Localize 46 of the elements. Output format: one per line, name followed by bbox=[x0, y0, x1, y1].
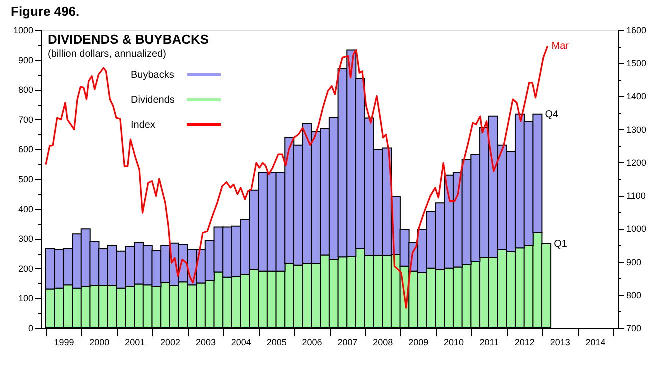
x-tick-label: 2006 bbox=[302, 338, 322, 348]
y-tick-label: 900 bbox=[18, 55, 34, 66]
y-tick-label: 700 bbox=[18, 114, 34, 125]
y-tick-label: 100 bbox=[18, 294, 34, 304]
x-tick-label: 2010 bbox=[444, 338, 464, 348]
x-tick-label: 2012 bbox=[514, 338, 535, 348]
series-label: Index bbox=[131, 120, 156, 131]
y2-tick-label: 1000 bbox=[626, 224, 647, 234]
x-tick-label: 2005 bbox=[266, 338, 287, 348]
x-tick-label: 2011 bbox=[480, 338, 500, 348]
y2-tick-label: 800 bbox=[626, 290, 642, 300]
chart-title: DIVIDENDS & BUYBACKS bbox=[48, 32, 210, 47]
caption: Figure 496. bbox=[11, 4, 80, 19]
text: (billion dollars, annualized) bbox=[48, 49, 166, 60]
y2-tick-label: 1600 bbox=[626, 26, 647, 36]
y-tick-label: 200 bbox=[18, 264, 34, 274]
annotation: Q4 bbox=[545, 109, 559, 120]
y2-tick-label: 1300 bbox=[626, 124, 647, 135]
x-tick-label: 2002 bbox=[160, 338, 181, 348]
x-tick-label: 2001 bbox=[125, 338, 146, 348]
x-tick-label: 2004 bbox=[231, 338, 252, 348]
x-tick-label: 1999 bbox=[54, 338, 74, 348]
y2-tick-label: 1200 bbox=[626, 158, 647, 168]
y2-tick-label: 700 bbox=[626, 324, 642, 334]
y-tick-label: 0 bbox=[28, 324, 34, 334]
x-tick-label: 2009 bbox=[408, 338, 429, 348]
x-tick-label: 2014 bbox=[586, 338, 606, 348]
y2-tick-label: 1400 bbox=[626, 92, 647, 102]
legend-label: Dividends bbox=[131, 95, 175, 106]
y-tick-label: 300 bbox=[18, 234, 34, 244]
legend-label: Buybacks bbox=[131, 70, 174, 81]
x-tick-label: 2013 bbox=[550, 338, 570, 348]
annotation: Q1 bbox=[554, 238, 568, 250]
y-tick-label: 500 bbox=[18, 174, 34, 184]
y2-tick-label: 1100 bbox=[626, 191, 646, 202]
y-tick-label: 600 bbox=[18, 144, 34, 155]
annotation: Mar bbox=[552, 41, 570, 52]
y2-tick-label: 900 bbox=[626, 257, 642, 268]
y-tick-label: 800 bbox=[18, 85, 34, 96]
y2-tick-label: 1500 bbox=[626, 58, 647, 69]
y-tick-label: 1000 bbox=[13, 26, 34, 36]
y-tick-label: 400 bbox=[18, 204, 34, 214]
x-tick-label: 2008 bbox=[373, 338, 394, 348]
x-tick-label: 2000 bbox=[90, 338, 110, 348]
x-tick-label: 2007 bbox=[338, 338, 358, 348]
x-tick-label: 2003 bbox=[196, 338, 216, 348]
